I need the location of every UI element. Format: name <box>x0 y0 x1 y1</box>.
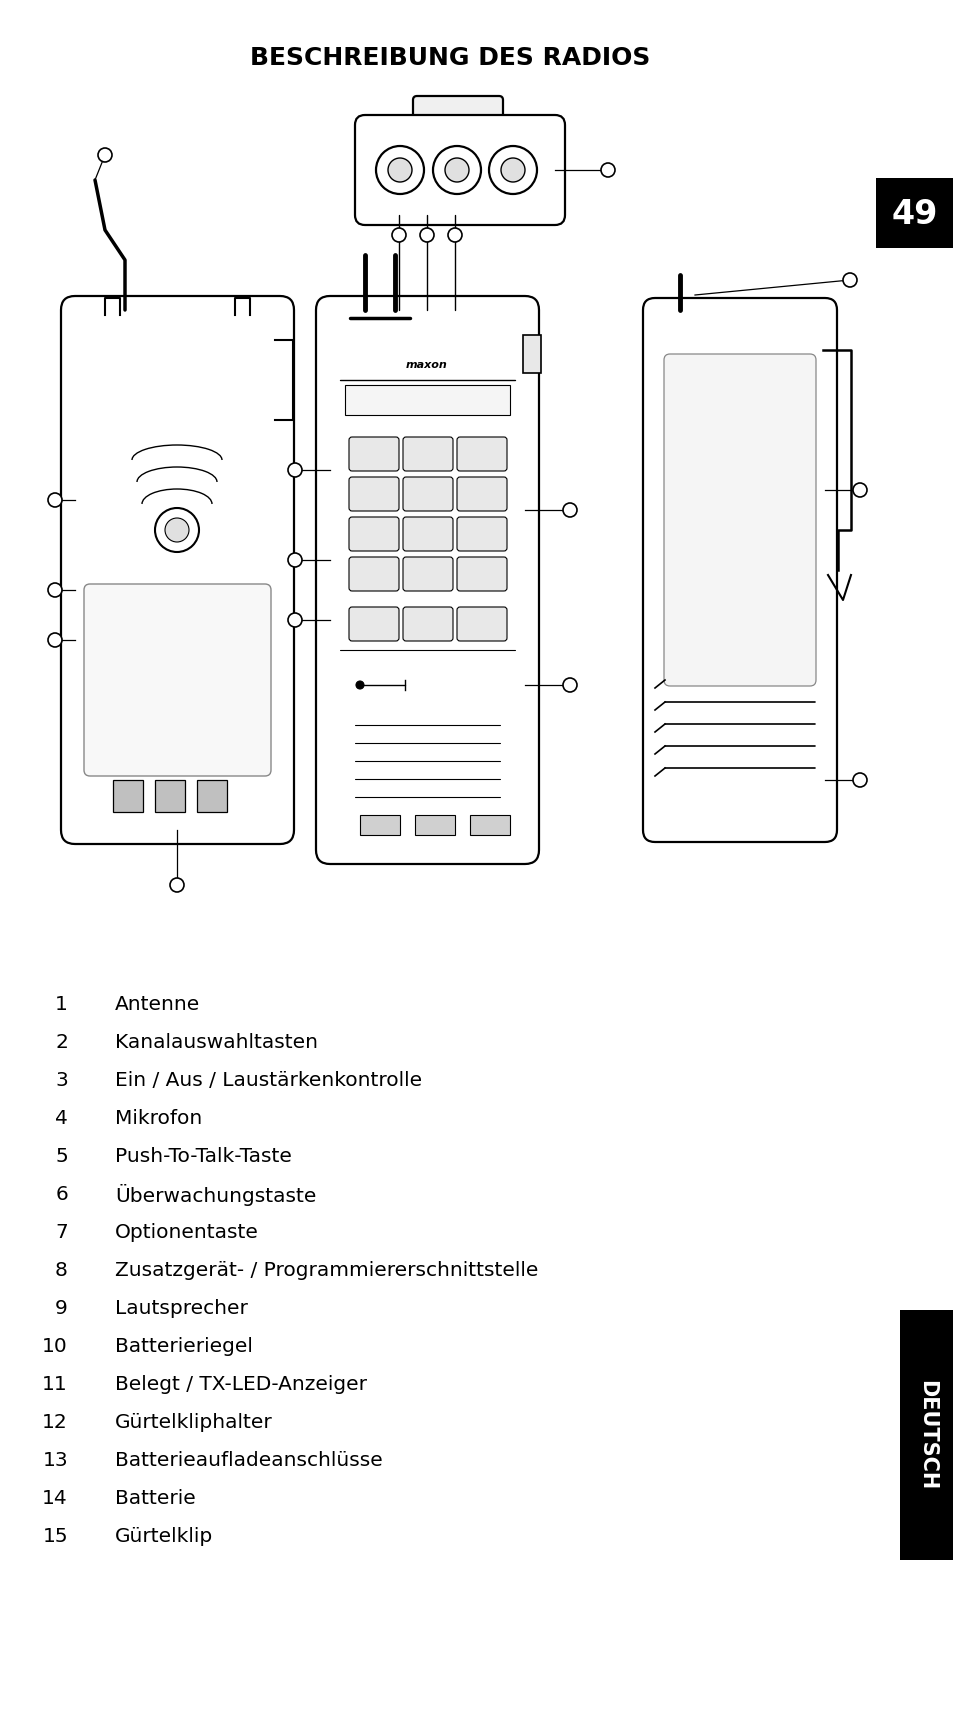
Text: 2: 2 <box>55 1034 68 1053</box>
Text: Gürtelklip: Gürtelklip <box>115 1527 213 1546</box>
Bar <box>899 1311 953 1560</box>
Bar <box>154 779 185 812</box>
Bar <box>415 815 455 834</box>
Text: 5: 5 <box>55 1147 68 1166</box>
Text: 13: 13 <box>42 1452 68 1471</box>
Text: Zusatzgerät- / Programmiererschnittstelle: Zusatzgerät- / Programmiererschnittstell… <box>115 1261 537 1280</box>
FancyBboxPatch shape <box>349 518 398 550</box>
Circle shape <box>48 494 62 507</box>
FancyBboxPatch shape <box>349 476 398 511</box>
Circle shape <box>48 633 62 647</box>
Text: 3: 3 <box>55 1072 68 1090</box>
FancyBboxPatch shape <box>84 585 271 776</box>
Bar <box>522 335 540 373</box>
Circle shape <box>444 158 469 182</box>
Circle shape <box>388 158 412 182</box>
FancyBboxPatch shape <box>456 476 506 511</box>
FancyBboxPatch shape <box>349 557 398 592</box>
Bar <box>470 815 510 834</box>
Text: 8: 8 <box>55 1261 68 1280</box>
Text: 14: 14 <box>42 1490 68 1508</box>
Text: Mikrofon: Mikrofon <box>115 1109 202 1128</box>
Circle shape <box>288 612 302 628</box>
Text: Kanalauswahltasten: Kanalauswahltasten <box>115 1034 317 1053</box>
Circle shape <box>170 877 184 893</box>
Circle shape <box>500 158 524 182</box>
Circle shape <box>433 146 480 194</box>
FancyBboxPatch shape <box>355 115 564 225</box>
Text: Überwachungstaste: Überwachungstaste <box>115 1183 316 1206</box>
Text: 9: 9 <box>55 1300 68 1319</box>
FancyBboxPatch shape <box>402 607 453 642</box>
Circle shape <box>842 273 856 287</box>
Text: 12: 12 <box>42 1414 68 1433</box>
Bar <box>359 815 399 834</box>
Circle shape <box>288 554 302 568</box>
Circle shape <box>375 146 423 194</box>
FancyBboxPatch shape <box>456 437 506 471</box>
Circle shape <box>98 148 112 162</box>
Text: Lautsprecher: Lautsprecher <box>115 1300 248 1319</box>
Text: 11: 11 <box>42 1376 68 1395</box>
Text: Batterieaufladeanschlüsse: Batterieaufladeanschlüsse <box>115 1452 382 1471</box>
Bar <box>345 385 510 415</box>
Text: DEUTSCH: DEUTSCH <box>916 1379 936 1490</box>
FancyBboxPatch shape <box>456 518 506 550</box>
Text: Push-To-Talk-Taste: Push-To-Talk-Taste <box>115 1147 292 1166</box>
Circle shape <box>562 502 577 518</box>
Text: 1: 1 <box>55 996 68 1015</box>
FancyBboxPatch shape <box>413 96 502 129</box>
Circle shape <box>355 681 364 690</box>
Text: 15: 15 <box>42 1527 68 1546</box>
Text: Antenne: Antenne <box>115 996 200 1015</box>
Text: 49: 49 <box>891 198 937 232</box>
Text: 6: 6 <box>55 1185 68 1204</box>
Bar <box>196 779 227 812</box>
Circle shape <box>48 583 62 597</box>
Circle shape <box>852 772 866 788</box>
Circle shape <box>448 229 461 243</box>
Text: Batterieriegel: Batterieriegel <box>115 1338 253 1357</box>
FancyBboxPatch shape <box>349 607 398 642</box>
FancyBboxPatch shape <box>61 296 294 845</box>
Text: Belegt / TX-LED-Anzeiger: Belegt / TX-LED-Anzeiger <box>115 1376 367 1395</box>
FancyBboxPatch shape <box>402 437 453 471</box>
Text: Ein / Aus / Laustärkenkontrolle: Ein / Aus / Laustärkenkontrolle <box>115 1072 421 1090</box>
Text: 4: 4 <box>55 1109 68 1128</box>
Circle shape <box>154 507 199 552</box>
FancyBboxPatch shape <box>402 476 453 511</box>
Bar <box>875 177 953 248</box>
Circle shape <box>600 163 615 177</box>
FancyBboxPatch shape <box>663 354 815 686</box>
Text: maxon: maxon <box>406 359 447 370</box>
Circle shape <box>562 678 577 691</box>
FancyBboxPatch shape <box>349 437 398 471</box>
FancyBboxPatch shape <box>402 557 453 592</box>
Text: Optionentaste: Optionentaste <box>115 1223 258 1242</box>
Circle shape <box>165 518 189 542</box>
Text: Gürtelkliphalter: Gürtelkliphalter <box>115 1414 273 1433</box>
FancyBboxPatch shape <box>456 557 506 592</box>
Circle shape <box>489 146 537 194</box>
Circle shape <box>288 463 302 476</box>
FancyBboxPatch shape <box>402 518 453 550</box>
Circle shape <box>392 229 406 243</box>
FancyBboxPatch shape <box>456 607 506 642</box>
FancyBboxPatch shape <box>642 298 836 843</box>
Circle shape <box>419 229 434 243</box>
Text: Batterie: Batterie <box>115 1490 195 1508</box>
FancyBboxPatch shape <box>315 296 538 863</box>
Circle shape <box>852 483 866 497</box>
Text: 10: 10 <box>42 1338 68 1357</box>
Bar <box>112 779 143 812</box>
Text: 7: 7 <box>55 1223 68 1242</box>
Text: BESCHREIBUNG DES RADIOS: BESCHREIBUNG DES RADIOS <box>250 46 650 71</box>
